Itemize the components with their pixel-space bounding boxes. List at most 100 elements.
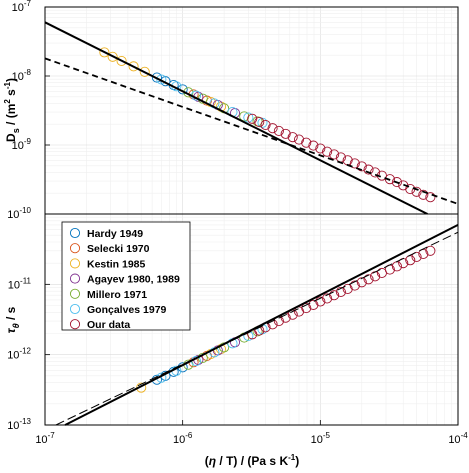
data-point xyxy=(308,299,319,310)
top-fit-lines xyxy=(44,21,459,215)
xlabel-sup: -1 xyxy=(288,453,296,462)
legend-items: Hardy 1949 Selecki 1970 Kestin 1985 Agayev … xyxy=(69,227,180,331)
data-point xyxy=(322,293,333,304)
fit-line-solid xyxy=(64,223,459,426)
tick-exponent: -12 xyxy=(19,347,31,356)
y-tick-label: 10-13 xyxy=(7,417,31,432)
top-grid xyxy=(44,7,458,215)
legend-label: Selecki 1970 xyxy=(87,243,150,255)
bottom-fit-lines xyxy=(55,223,459,426)
legend-label: Agayev 1980, 1989 xyxy=(87,274,180,286)
top-ylabel-main: D xyxy=(4,133,18,142)
svg-text:Ds / (m2 s-1): Ds / (m2 s-1) xyxy=(3,78,21,142)
x-axis-label: (η / T) / (Pa s K-1) xyxy=(205,453,299,468)
xlabel-pre: ( xyxy=(205,454,209,468)
legend-label: Millero 1971 xyxy=(87,289,147,301)
x-tick-label: 10-7 xyxy=(35,431,55,446)
legend-marker xyxy=(69,288,81,299)
data-point xyxy=(329,290,340,301)
legend-marker xyxy=(69,243,81,254)
data-point xyxy=(349,158,360,169)
xlabel-eta: η xyxy=(209,454,216,468)
data-point xyxy=(301,302,312,314)
data-point xyxy=(260,119,271,131)
xlabel-end: ) xyxy=(295,454,299,468)
y-tick-label: 10-10 xyxy=(7,206,31,221)
data-point xyxy=(315,143,326,154)
legend-label: Gonçalves 1979 xyxy=(87,304,167,316)
data-point xyxy=(239,111,250,122)
data-point xyxy=(335,286,346,297)
x-tick-label: 10-6 xyxy=(173,431,193,446)
data-point xyxy=(411,186,422,197)
top-y-axis-label: Ds / (m2 s-1) xyxy=(3,78,21,142)
tick-base: 10 xyxy=(7,350,19,362)
data-point xyxy=(391,177,402,188)
top-ylabel-end: ) xyxy=(4,78,18,82)
legend-marker xyxy=(69,303,81,315)
data-point xyxy=(128,61,139,72)
top-ylabel-sup2: -1 xyxy=(3,81,12,89)
data-point xyxy=(425,245,436,256)
data-point xyxy=(322,146,333,157)
data-point xyxy=(425,192,436,203)
data-point xyxy=(280,128,291,139)
tick-base: 10 xyxy=(12,140,24,152)
top-ylabel-tail: s xyxy=(4,89,18,99)
tick-base: 10 xyxy=(35,434,47,446)
bottom-ylabel-sub: θ xyxy=(11,323,21,328)
data-point xyxy=(301,137,312,148)
tick-exponent: -7 xyxy=(48,431,56,440)
tick-exponent: -11 xyxy=(20,276,32,285)
tick-exponent: -4 xyxy=(461,431,469,440)
tick-exponent: -10 xyxy=(19,206,31,215)
xlabel-mid: / T) / (Pa s K xyxy=(216,454,288,468)
data-point xyxy=(356,161,367,172)
y-tick-label: 10-11 xyxy=(8,276,32,291)
data-point xyxy=(287,132,298,143)
legend: Hardy 1949 Selecki 1970 Kestin 1985 Agayev … xyxy=(61,221,191,331)
data-point xyxy=(156,74,167,85)
svg-text:τθ / s: τθ / s xyxy=(4,306,21,333)
legend-marker xyxy=(69,227,81,239)
data-point xyxy=(254,117,265,128)
legend-label: Our data xyxy=(87,319,130,331)
bottom-ylabel-main: τ xyxy=(4,327,18,333)
tick-exponent: -9 xyxy=(24,137,32,146)
legend-label: Hardy 1949 xyxy=(87,228,143,240)
legend-box xyxy=(61,221,191,331)
y-tick-label: 10-12 xyxy=(7,347,31,362)
data-point xyxy=(293,134,305,145)
y-tick-label: 10-7 xyxy=(12,0,32,14)
x-tick-label: 10-4 xyxy=(448,431,468,446)
bottom-axes-box xyxy=(44,213,459,426)
legend-marker xyxy=(69,319,81,330)
fit-line-solid xyxy=(44,21,428,215)
data-point xyxy=(267,123,278,134)
data-point xyxy=(349,280,360,291)
data-point xyxy=(315,296,326,307)
tick-base: 10 xyxy=(7,420,19,432)
tick-base: 10 xyxy=(448,434,460,446)
data-point xyxy=(418,189,429,200)
data-point xyxy=(411,251,422,263)
tick-base: 10 xyxy=(12,71,24,83)
data-point xyxy=(247,113,258,124)
data-point xyxy=(139,66,150,77)
tick-exponent: -5 xyxy=(323,431,331,440)
tick-base: 10 xyxy=(8,279,20,291)
data-point xyxy=(257,117,268,128)
data-point xyxy=(151,72,162,83)
x-tick-label: 10-5 xyxy=(311,431,331,446)
tick-exponent: -7 xyxy=(24,0,32,8)
data-point xyxy=(243,112,254,123)
fit-line-dashed xyxy=(44,57,459,205)
data-point xyxy=(273,125,284,136)
tick-exponent: -6 xyxy=(185,431,193,440)
bottom-ylabel-rest: / s xyxy=(4,306,18,323)
tick-exponent: -13 xyxy=(19,417,31,426)
top-ylabel-sup: 2 xyxy=(3,99,12,104)
tick-exponent: -8 xyxy=(24,68,32,77)
